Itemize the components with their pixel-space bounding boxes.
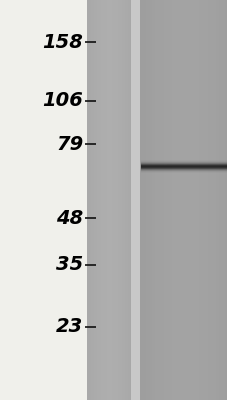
Bar (178, 0, 180, 400)
Bar (160, 0, 163, 400)
Text: 79: 79 (56, 135, 83, 154)
Bar (104, 0, 105, 400)
Bar (86, 0, 88, 400)
Bar (175, 164, 179, 166)
Bar (94, 0, 95, 400)
Bar (122, 0, 123, 400)
Bar (180, 0, 183, 400)
Bar (153, 165, 158, 167)
Bar (143, 0, 146, 400)
Bar (195, 0, 198, 400)
Bar (192, 0, 195, 400)
Bar (204, 0, 207, 400)
Bar (125, 0, 126, 400)
Bar (146, 0, 148, 400)
Text: 23: 23 (56, 317, 83, 336)
Bar (179, 164, 183, 166)
Bar (183, 0, 186, 400)
Bar (149, 165, 153, 168)
Bar (105, 0, 107, 400)
Bar (86, 0, 131, 400)
Bar (157, 0, 160, 400)
Text: 106: 106 (42, 92, 83, 110)
Bar (120, 0, 122, 400)
Bar (158, 165, 162, 167)
Bar (188, 164, 192, 166)
Bar (192, 164, 196, 166)
Bar (212, 0, 215, 400)
Bar (186, 0, 189, 400)
Bar (141, 165, 145, 168)
Bar (205, 163, 209, 165)
Bar (196, 163, 200, 166)
Bar (92, 0, 94, 400)
Bar (109, 0, 110, 400)
Bar (224, 0, 227, 400)
Bar (148, 0, 151, 400)
Bar (97, 0, 98, 400)
Bar (163, 0, 166, 400)
Bar (170, 164, 175, 167)
Bar (200, 163, 205, 166)
Bar (116, 0, 117, 400)
Bar (117, 0, 119, 400)
Bar (114, 0, 116, 400)
Bar (207, 0, 210, 400)
Bar (128, 0, 129, 400)
Bar (113, 0, 114, 400)
Bar (110, 0, 111, 400)
Bar (189, 0, 192, 400)
Bar (154, 0, 157, 400)
Bar (107, 0, 109, 400)
Bar (213, 163, 217, 165)
Bar (169, 0, 172, 400)
Bar (140, 0, 143, 400)
Bar (217, 162, 222, 165)
Bar (151, 0, 154, 400)
Bar (175, 0, 178, 400)
Bar (126, 0, 128, 400)
Bar (183, 164, 188, 166)
Bar (222, 162, 226, 165)
Bar (100, 0, 101, 400)
Bar (162, 164, 166, 167)
Bar (95, 0, 97, 400)
Bar (145, 165, 149, 168)
Bar (166, 164, 170, 167)
Bar (123, 0, 125, 400)
Bar (221, 0, 224, 400)
Bar (103, 0, 104, 400)
Bar (215, 0, 218, 400)
Text: 48: 48 (56, 208, 83, 228)
Bar (129, 0, 131, 400)
Bar (172, 0, 175, 400)
Bar (98, 0, 99, 400)
Bar (111, 0, 113, 400)
Bar (198, 0, 201, 400)
Bar (201, 0, 204, 400)
Text: 35: 35 (56, 255, 83, 274)
Bar (131, 0, 140, 400)
Bar (89, 0, 91, 400)
Bar (91, 0, 92, 400)
Text: 158: 158 (42, 32, 83, 52)
Bar (140, 0, 227, 400)
Bar (88, 0, 89, 400)
Bar (166, 0, 169, 400)
Bar (218, 0, 221, 400)
Bar (209, 163, 213, 165)
Bar (119, 0, 120, 400)
Bar (210, 0, 212, 400)
Bar (101, 0, 102, 400)
